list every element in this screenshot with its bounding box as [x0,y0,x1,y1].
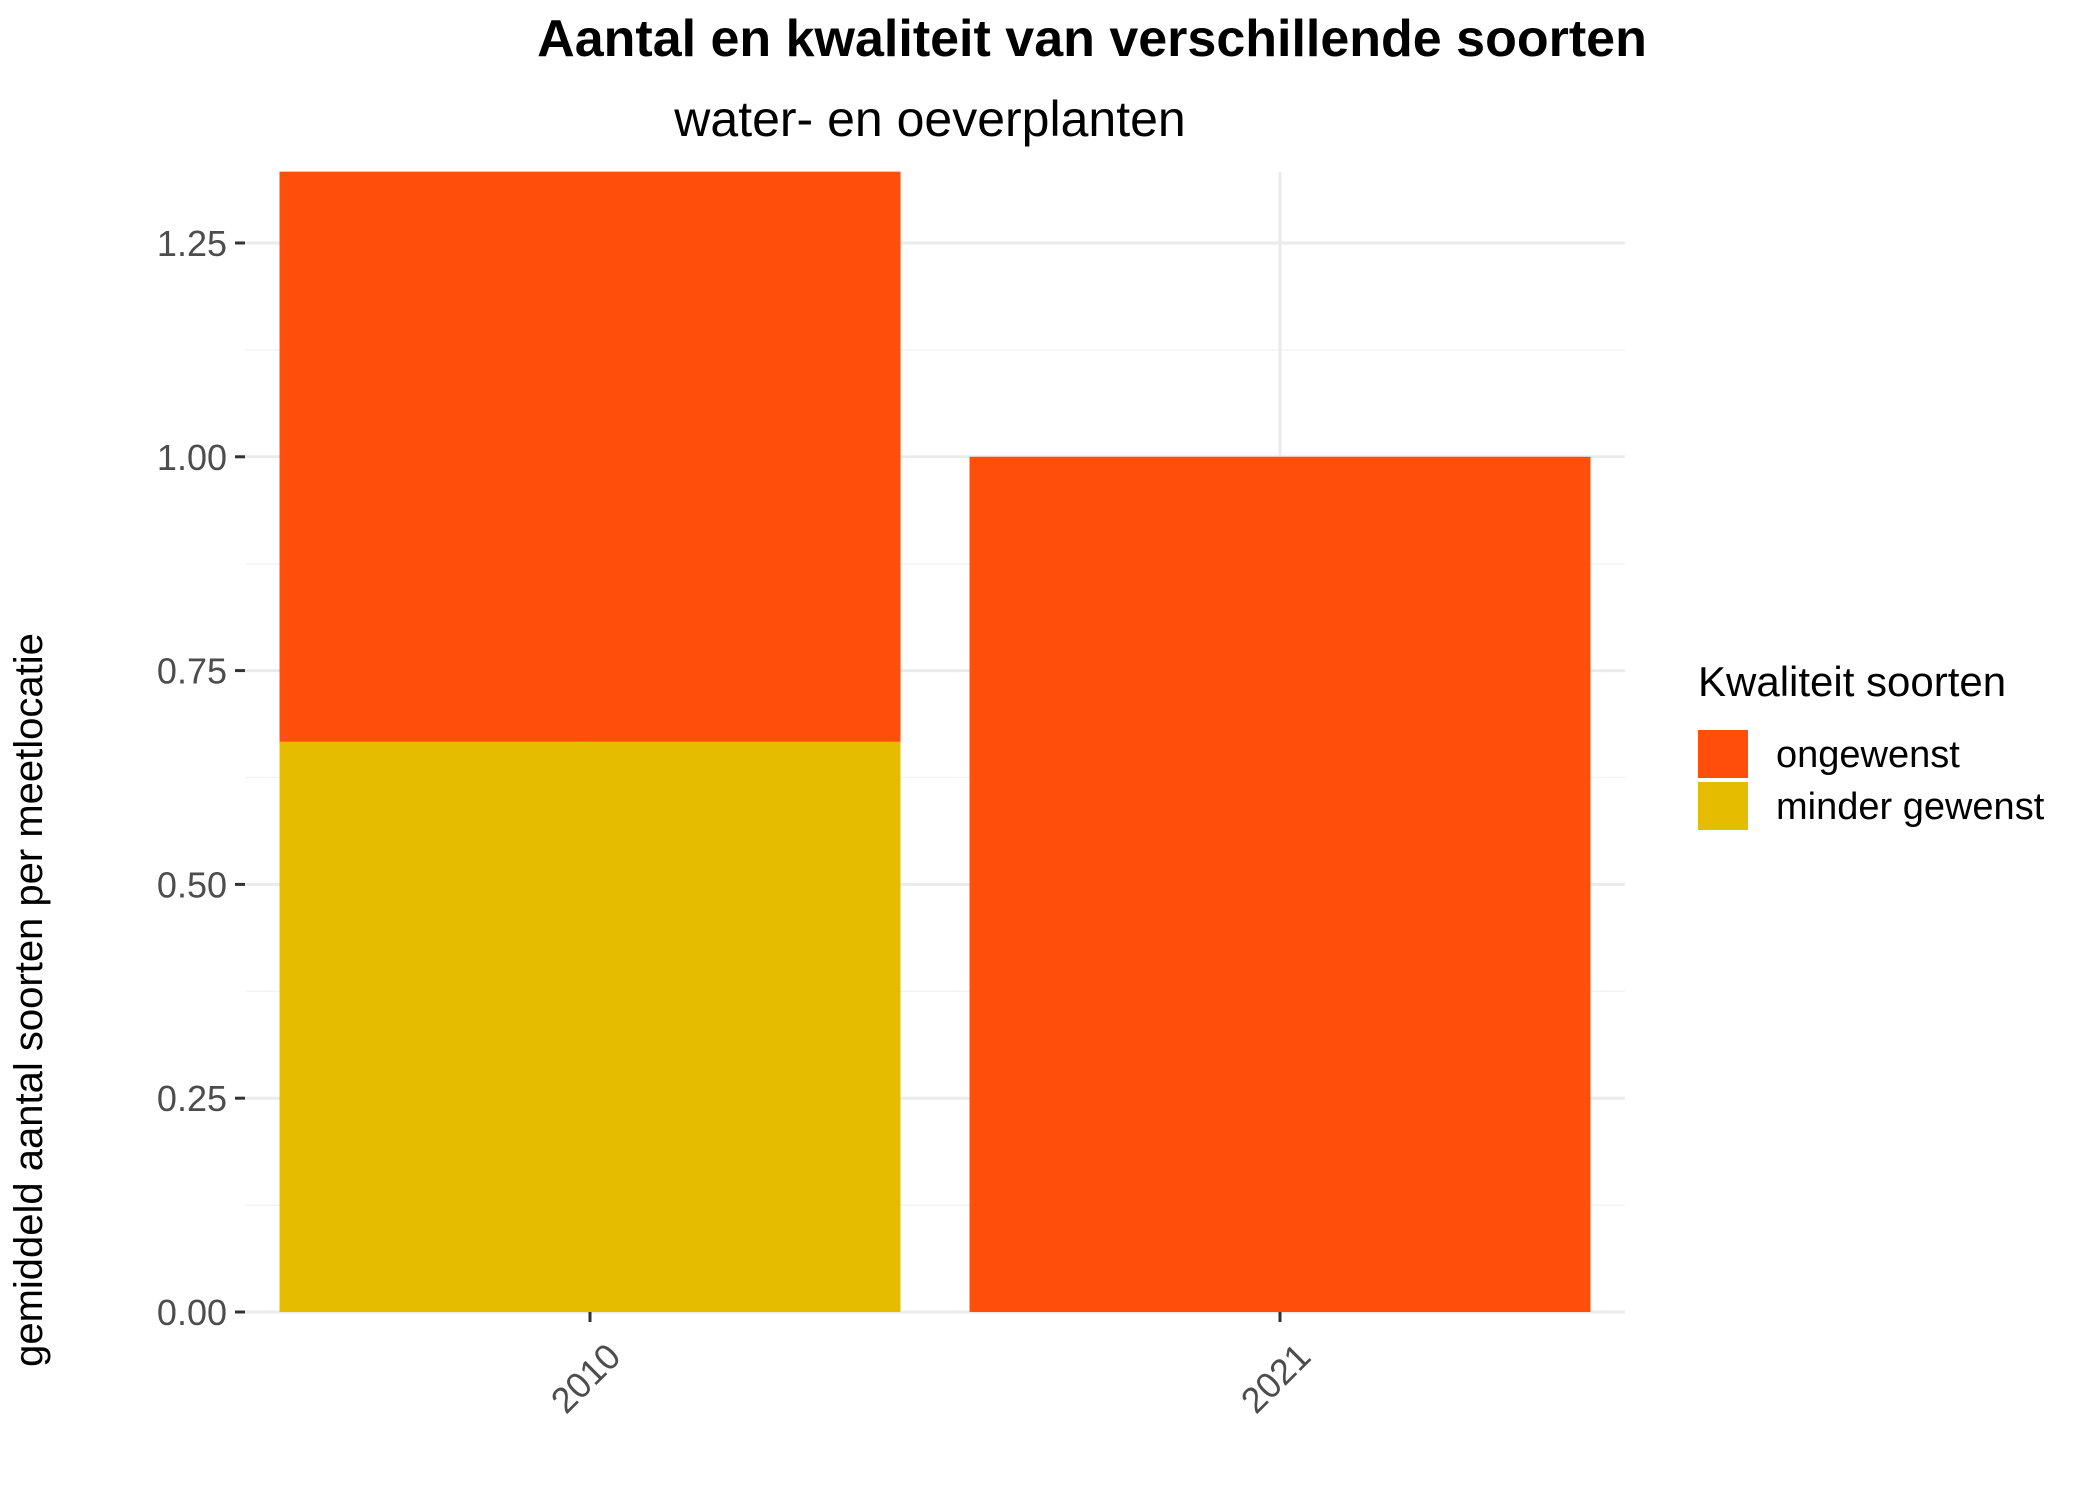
y-tick-label: 0.75 [157,651,227,692]
y-axis-title: gemiddeld aantal soorten per meetlocatie [7,633,51,1367]
y-axis: 0.00 0.25 0.50 0.75 1.00 1.25 [157,223,245,1333]
legend-key-ongewenst [1698,730,1748,778]
x-axis: 2010 2021 [543,1312,1319,1421]
x-tick-label: 2021 [1233,1335,1319,1421]
y-tick-label: 0.50 [157,864,227,905]
y-tick-label: 1.25 [157,223,227,264]
bars [279,171,1591,1312]
legend: Kwaliteit soorten ongewenst minder gewens… [1698,658,2045,830]
legend-label: ongewenst [1776,734,1960,776]
bar-2021-ongewenst [969,456,1591,1312]
x-tick-label: 2010 [543,1335,629,1421]
y-tick-label: 0.00 [157,1292,227,1333]
legend-label: minder gewenst [1776,786,2045,828]
chart-subtitle: water- en oeverplanten [673,91,1185,147]
legend-title: Kwaliteit soorten [1698,658,2006,705]
legend-key-minder-gewenst [1698,782,1748,830]
bar-2010-minder-gewenst [279,741,901,1312]
chart-title: Aantal en kwaliteit van verschillende so… [537,10,1647,68]
y-tick-label: 0.25 [157,1078,227,1119]
y-tick-label: 1.00 [157,437,227,478]
bar-2010-ongewenst [279,171,901,742]
